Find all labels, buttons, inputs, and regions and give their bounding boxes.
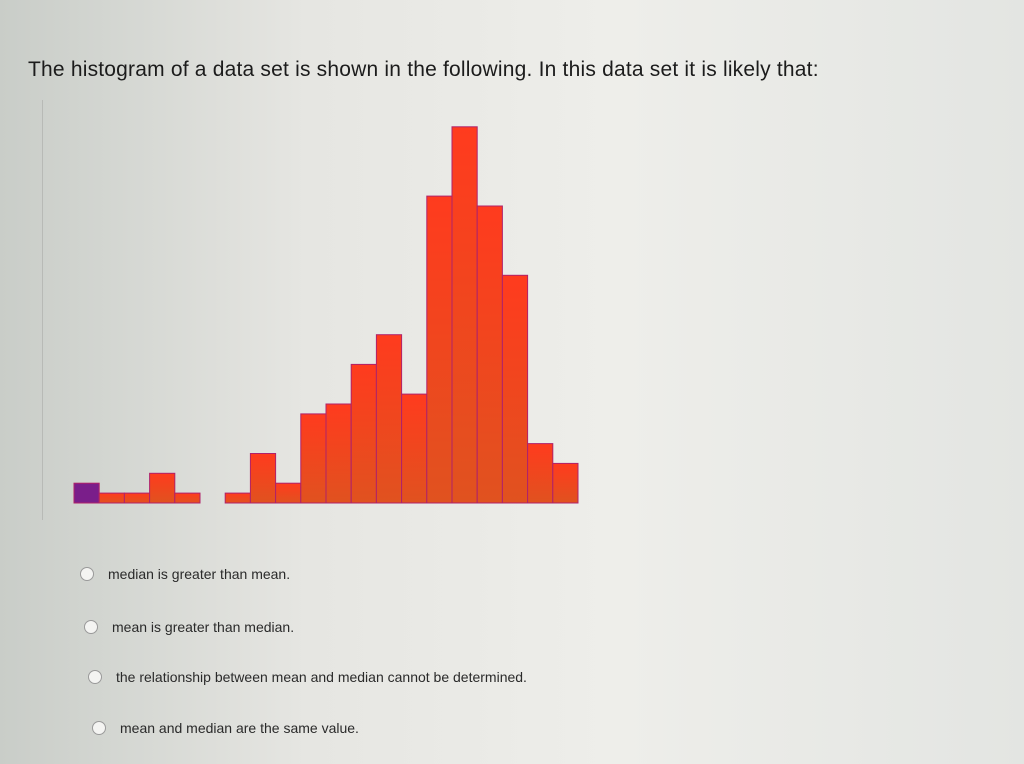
histogram-bar xyxy=(300,413,327,504)
histogram-bar xyxy=(501,274,529,504)
histogram-bar xyxy=(375,334,403,504)
radio-button[interactable] xyxy=(80,567,94,581)
histogram-bar xyxy=(325,403,352,504)
histogram-bar xyxy=(98,492,125,504)
option-median-greater[interactable]: median is greater than mean. xyxy=(80,566,290,582)
histogram-bar xyxy=(451,126,478,504)
option-cannot-determine[interactable]: the relationship between mean and median… xyxy=(88,669,527,685)
histogram-bar xyxy=(476,205,503,504)
radio-button[interactable] xyxy=(84,620,98,634)
option-label: mean and median are the same value. xyxy=(120,720,359,736)
question-text: The histogram of a data set is shown in … xyxy=(28,58,819,81)
histogram-bar xyxy=(527,443,554,504)
option-label: mean is greater than median. xyxy=(112,619,295,635)
histogram-bar xyxy=(426,195,453,504)
histogram-bar xyxy=(123,492,151,504)
content-divider xyxy=(42,100,43,520)
option-mean-greater[interactable]: mean is greater than median. xyxy=(84,619,294,635)
option-same-value[interactable]: mean and median are the same value. xyxy=(92,720,359,736)
histogram-bar xyxy=(174,492,201,504)
option-label: median is greater than mean. xyxy=(108,566,291,582)
histogram-bar xyxy=(249,453,277,504)
radio-button[interactable] xyxy=(88,670,102,684)
histogram-bar xyxy=(552,462,579,504)
option-label: the relationship between mean and median… xyxy=(116,669,527,685)
histogram-bar xyxy=(350,363,377,504)
histogram-bar xyxy=(401,393,428,504)
histogram-bar xyxy=(275,482,302,504)
histogram-bar xyxy=(73,482,100,504)
histogram-bar xyxy=(224,492,251,504)
histogram-bar xyxy=(149,472,176,504)
radio-button[interactable] xyxy=(92,721,106,735)
